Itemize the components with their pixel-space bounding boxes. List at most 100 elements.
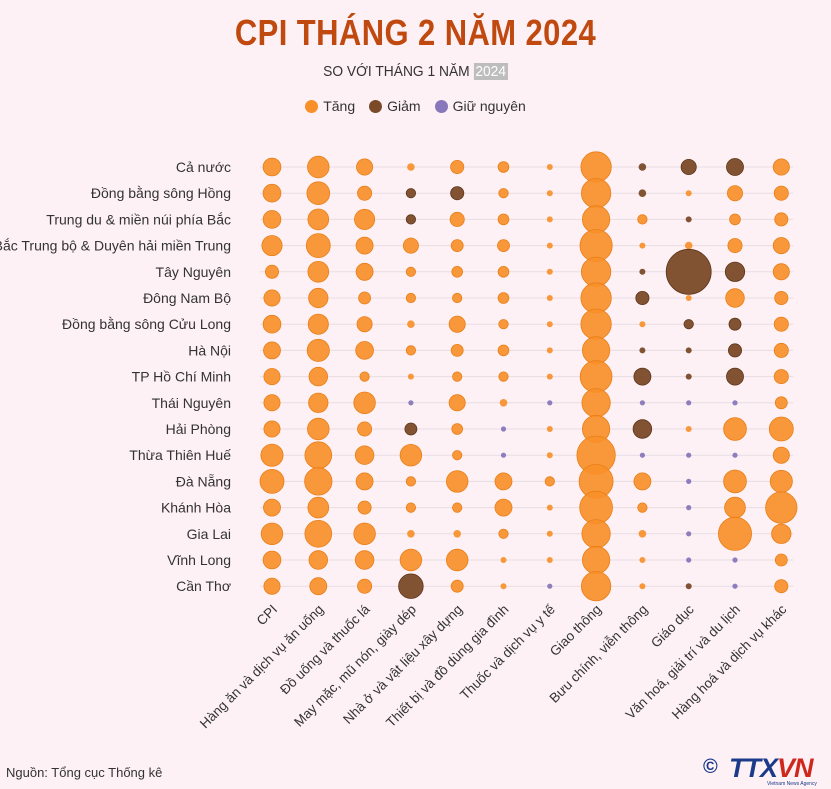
bubble [404,422,418,436]
row-label: Cần Thơ [176,578,231,594]
bubble [263,368,281,386]
bubble [772,263,790,281]
bubble [407,373,414,380]
row-label: Đồng bằng sông Cửu Long [62,316,231,332]
bubble [448,315,466,333]
row-label: Đà Nẵng [176,473,231,489]
bubble [639,268,646,275]
bubble [354,445,375,465]
bubble [263,577,281,595]
bubble [637,502,648,513]
chart-subtitle: SO VỚI THÁNG 1 NĂM 2024 [33,63,798,80]
bubble [497,239,510,253]
bubble [407,163,415,171]
logo-brand-a: TTX [729,753,778,783]
bubble [637,214,648,225]
bubble [263,498,281,517]
bubble [547,583,553,589]
subtitle-text: SO VỚI THÁNG 1 NĂM [323,63,474,80]
row-label: Cả nước [176,159,231,175]
bubble [500,583,507,590]
bubble [451,423,464,435]
bubble [686,478,692,484]
bubble [580,308,612,340]
bubble [581,205,611,234]
bubble [546,504,553,511]
bubble [580,256,612,287]
bubble [260,443,284,467]
bubble [307,260,330,283]
bubble [639,583,646,590]
bubble [718,516,753,551]
bubble [263,420,281,438]
bubble [769,469,793,493]
bubble [685,347,692,354]
row-label: Đông Nam Bộ [143,290,231,306]
bubble [685,426,692,432]
bubble [355,236,374,255]
bubble [732,400,738,406]
legend-dot-down [369,99,383,113]
bubble [639,347,646,354]
bubble [306,181,331,206]
bubble [632,419,653,439]
logo-brand-b: VN [777,753,814,783]
bubble [308,287,329,309]
bubble [452,450,463,461]
bubble [500,557,507,563]
column-label: Đồ uống và thuốc lá [277,601,373,697]
bubble [450,239,464,253]
bubble [450,186,465,201]
bubble [451,265,464,278]
bubble [452,502,463,513]
bubble [546,321,553,328]
row-label: Gia Lai [187,526,231,542]
bubble [452,292,463,304]
bubble [355,262,374,281]
bubble [774,579,789,594]
bubble [546,268,553,275]
bubble [263,394,281,412]
bubble [635,290,650,305]
row-label: Hải Phòng [166,421,231,437]
bubble [544,476,555,487]
row-label: Thái Nguyên [152,395,231,411]
bubble [726,367,744,386]
legend-item-same: Giữ nguyên [434,98,526,114]
bubble [308,550,329,570]
bubble [732,557,738,563]
legend-item-down: Giảm [369,98,421,114]
row-label: Khánh Hòa [161,500,231,516]
bubble [304,441,333,470]
bubble [581,388,611,418]
bubble [768,416,794,442]
bubble [723,417,747,441]
bubble [774,212,789,227]
bubble [774,396,788,410]
bubble [357,500,372,515]
bubble [772,158,790,176]
ttxvn-logo: © TTXVN Vietnam News Agency [703,753,825,787]
bubble [499,399,508,407]
bubble [498,528,509,539]
legend-label-down: Giảm [387,98,421,114]
bubble [724,261,746,282]
logo-mark: TTXVN [729,753,814,784]
bubble [638,530,647,538]
bubble [405,502,416,513]
bubble [494,472,513,491]
bubble [546,426,553,432]
bubble [546,557,553,563]
bubble [497,213,510,226]
bubble [263,289,281,307]
bubble [686,452,692,458]
bubble [308,392,329,413]
bubble [307,155,330,179]
row-label: TP Hồ Chí Minh [132,369,231,385]
bubble [685,583,692,590]
legend-item-up: Tăng [305,98,355,114]
logo-tagline: Vietnam News Agency [767,781,817,787]
bubble [408,400,414,406]
copyright-icon: © [703,756,718,778]
bubble [307,313,329,335]
